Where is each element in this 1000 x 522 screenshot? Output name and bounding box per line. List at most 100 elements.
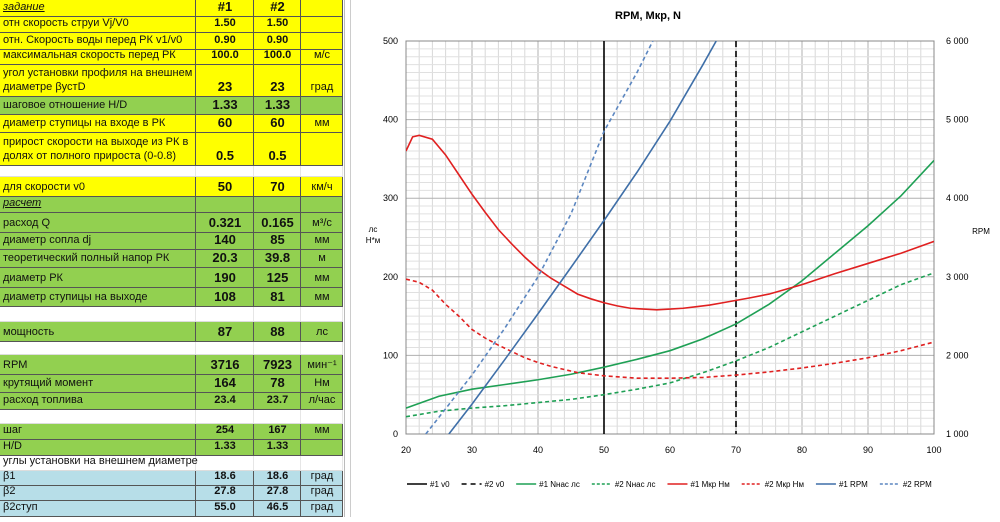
row-label-cell[interactable]: β1 xyxy=(0,470,196,485)
unit-cell[interactable]: мм xyxy=(301,424,343,439)
row-label-cell[interactable]: для скорости v0 xyxy=(0,177,196,196)
unit-cell[interactable]: км/ч xyxy=(301,177,343,196)
value-1-cell[interactable] xyxy=(196,197,254,212)
value-2-cell[interactable] xyxy=(254,456,301,470)
value-2-cell[interactable]: 100.0 xyxy=(254,49,301,64)
row-label-cell[interactable] xyxy=(0,166,196,176)
value-1-cell[interactable]: 0.5 xyxy=(196,133,254,165)
value-2-cell[interactable]: 23.7 xyxy=(254,393,301,409)
value-2-cell[interactable] xyxy=(254,342,301,354)
value-2-cell[interactable]: 46.5 xyxy=(254,501,301,516)
row-label-cell[interactable]: β2ступ xyxy=(0,501,196,516)
row-label-cell[interactable]: задание xyxy=(0,0,196,16)
row-label-cell[interactable]: теоретический полный напор РК xyxy=(0,250,196,267)
value-1-cell[interactable]: 0.90 xyxy=(196,33,254,49)
value-2-cell[interactable]: 81 xyxy=(254,288,301,306)
row-label-cell[interactable] xyxy=(0,307,196,321)
unit-cell[interactable]: л/час xyxy=(301,393,343,409)
value-2-cell[interactable]: 70 xyxy=(254,177,301,196)
value-1-cell[interactable]: 1.33 xyxy=(196,97,254,114)
unit-cell[interactable]: м/с xyxy=(301,49,343,64)
unit-cell[interactable] xyxy=(301,166,343,176)
unit-cell[interactable]: град xyxy=(301,65,343,96)
row-label-cell[interactable]: диаметр РК xyxy=(0,268,196,287)
row-label-cell[interactable]: расчет xyxy=(0,197,196,212)
value-1-cell[interactable]: 1.50 xyxy=(196,17,254,32)
value-1-cell[interactable]: 108 xyxy=(196,288,254,306)
unit-cell[interactable]: град xyxy=(301,501,343,516)
value-2-cell[interactable]: 39.8 xyxy=(254,250,301,267)
unit-cell[interactable]: мм xyxy=(301,268,343,287)
unit-cell[interactable] xyxy=(301,342,343,354)
value-2-cell[interactable]: 23 xyxy=(254,65,301,96)
value-1-cell[interactable]: 50 xyxy=(196,177,254,196)
unit-cell[interactable] xyxy=(301,33,343,49)
value-1-cell[interactable]: 23 xyxy=(196,65,254,96)
value-2-cell[interactable]: 125 xyxy=(254,268,301,287)
row-label-cell[interactable]: диаметр ступицы на выходе xyxy=(0,288,196,306)
unit-cell[interactable] xyxy=(301,133,343,165)
value-2-cell[interactable]: #2 xyxy=(254,0,301,16)
row-label-cell[interactable]: β2 xyxy=(0,485,196,500)
value-1-cell[interactable]: 87 xyxy=(196,322,254,341)
value-1-cell[interactable] xyxy=(196,410,254,423)
value-2-cell[interactable]: 1.33 xyxy=(254,440,301,455)
value-2-cell[interactable]: 1.33 xyxy=(254,97,301,114)
value-1-cell[interactable] xyxy=(196,456,254,470)
unit-cell[interactable] xyxy=(301,0,343,16)
value-1-cell[interactable]: 100.0 xyxy=(196,49,254,64)
value-1-cell[interactable]: #1 xyxy=(196,0,254,16)
value-2-cell[interactable]: 7923 xyxy=(254,355,301,374)
value-1-cell[interactable]: 18.6 xyxy=(196,470,254,485)
unit-cell[interactable] xyxy=(301,17,343,32)
value-2-cell[interactable]: 85 xyxy=(254,233,301,249)
value-1-cell[interactable]: 3716 xyxy=(196,355,254,374)
unit-cell[interactable] xyxy=(301,456,343,470)
value-2-cell[interactable]: 0.90 xyxy=(254,33,301,49)
value-1-cell[interactable]: 55.0 xyxy=(196,501,254,516)
row-label-cell[interactable]: диаметр ступицы на входе в РК xyxy=(0,115,196,132)
value-1-cell[interactable]: 60 xyxy=(196,115,254,132)
row-label-cell[interactable]: H/D xyxy=(0,440,196,455)
value-2-cell[interactable]: 27.8 xyxy=(254,485,301,500)
value-1-cell[interactable]: 1.33 xyxy=(196,440,254,455)
unit-cell[interactable]: Нм xyxy=(301,375,343,392)
unit-cell[interactable] xyxy=(301,440,343,455)
unit-cell[interactable] xyxy=(301,410,343,423)
unit-cell[interactable]: град xyxy=(301,470,343,485)
unit-cell[interactable]: град xyxy=(301,485,343,500)
value-2-cell[interactable]: 0.5 xyxy=(254,133,301,165)
value-2-cell[interactable] xyxy=(254,307,301,321)
row-label-cell[interactable]: расход Q xyxy=(0,213,196,232)
row-label-cell[interactable] xyxy=(0,342,196,354)
row-label-cell[interactable]: прирост скорости на выходе из РК в долях… xyxy=(0,133,196,165)
value-2-cell[interactable]: 0.165 xyxy=(254,213,301,232)
row-label-cell[interactable]: крутящий момент xyxy=(0,375,196,392)
value-1-cell[interactable]: 23.4 xyxy=(196,393,254,409)
value-1-cell[interactable]: 0.321 xyxy=(196,213,254,232)
value-1-cell[interactable]: 27.8 xyxy=(196,485,254,500)
row-label-cell[interactable]: RPM xyxy=(0,355,196,374)
unit-cell[interactable] xyxy=(301,197,343,212)
unit-cell[interactable]: мм xyxy=(301,288,343,306)
value-2-cell[interactable]: 60 xyxy=(254,115,301,132)
value-1-cell[interactable]: 140 xyxy=(196,233,254,249)
value-1-cell[interactable]: 254 xyxy=(196,424,254,439)
row-label-cell[interactable]: отн. Скорость воды перед РК v1/v0 xyxy=(0,33,196,49)
unit-cell[interactable]: мм xyxy=(301,233,343,249)
row-label-cell[interactable]: расход топлива xyxy=(0,393,196,409)
row-label-cell[interactable]: шаг xyxy=(0,424,196,439)
row-label-cell[interactable]: диаметр сопла dj xyxy=(0,233,196,249)
row-label-cell[interactable]: мощность xyxy=(0,322,196,341)
row-label-cell[interactable]: шаговое отношение H/D xyxy=(0,97,196,114)
value-1-cell[interactable]: 164 xyxy=(196,375,254,392)
row-label-cell[interactable]: максимальная скорость перед РК xyxy=(0,49,196,64)
unit-cell[interactable]: лс xyxy=(301,322,343,341)
value-2-cell[interactable] xyxy=(254,197,301,212)
row-label-cell[interactable]: углы установки на внешнем диаметре xyxy=(0,455,198,470)
value-2-cell[interactable]: 18.6 xyxy=(254,470,301,485)
value-2-cell[interactable] xyxy=(254,166,301,176)
row-label-cell[interactable]: отн скорость струи Vj/V0 xyxy=(0,17,196,32)
value-2-cell[interactable]: 1.50 xyxy=(254,17,301,32)
unit-cell[interactable] xyxy=(301,97,343,114)
